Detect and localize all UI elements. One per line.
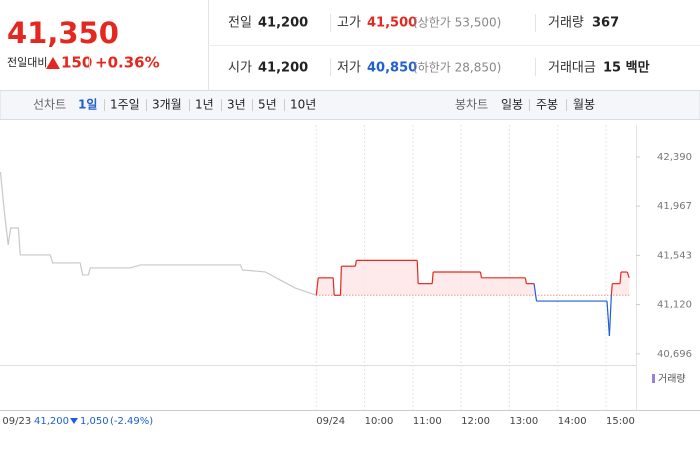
x-tick-label: 15:00 — [606, 416, 635, 427]
period-tab[interactable]: 10년 — [290, 98, 316, 112]
volume-legend: 거래량 — [658, 373, 686, 385]
price-segment — [416, 260, 419, 284]
price-segment — [608, 295, 612, 336]
tab-group-label: 봉차트 — [455, 98, 488, 112]
prev-change: 1,050 — [80, 416, 109, 427]
x-tick-label: 10:00 — [365, 416, 394, 427]
price-segment — [610, 283, 613, 296]
stat-value: 15 백만 — [603, 60, 650, 76]
price-line — [0, 171, 316, 296]
price: 41,350 — [7, 16, 119, 50]
stat-value: 41,500 — [367, 16, 417, 31]
stat-value: 41,200 — [258, 16, 308, 31]
price-segment — [524, 277, 527, 284]
change: 150 — [61, 54, 92, 72]
stat-value: 40,850 — [367, 61, 417, 76]
change-caption: 전일대비 — [7, 55, 47, 69]
y-tick-label: 40,696 — [657, 349, 692, 360]
x-tick-label: 14:00 — [558, 416, 587, 427]
change-rate: +0.36% — [95, 54, 160, 72]
price-segment — [315, 277, 319, 296]
y-tick-label: 41,543 — [657, 250, 692, 261]
prev-rate: (-2.49%) — [110, 416, 153, 427]
x-tick-label: 13:00 — [509, 416, 538, 427]
candle-tab[interactable]: 주봉 — [536, 98, 558, 112]
period-tab[interactable]: 1주일 — [110, 98, 140, 112]
stat-label: 시가 — [228, 61, 252, 76]
y-tick-label: 41,120 — [657, 300, 692, 311]
prev-close: 41,200 — [34, 416, 69, 427]
down-arrow — [70, 418, 78, 424]
period-tab[interactable]: 5년 — [258, 98, 277, 112]
candle-tab[interactable]: 월봉 — [573, 98, 595, 112]
stat-label: 고가 — [337, 16, 361, 31]
stat-label: 거래량 — [548, 16, 584, 31]
period-tab[interactable]: 3개월 — [152, 98, 182, 112]
price-segment — [479, 271, 483, 278]
stat-note: (하한가 28,850) — [413, 61, 501, 75]
price-segment — [619, 271, 622, 284]
x-tick-label: 12:00 — [461, 416, 490, 427]
price-segment — [626, 271, 630, 279]
stat-value: 41,200 — [258, 61, 308, 76]
period-tab[interactable]: 3년 — [227, 98, 246, 112]
up-arrow — [46, 57, 60, 69]
price-area — [316, 260, 630, 296]
stat-value: 367 — [592, 16, 619, 31]
x-tick-label: 11:00 — [413, 416, 442, 427]
y-tick-label: 41,967 — [657, 201, 692, 212]
period-tab[interactable]: 1년 — [195, 98, 214, 112]
stat-note: (상한가 53,500) — [413, 16, 501, 30]
y-tick-label: 42,390 — [657, 152, 692, 163]
period-tab[interactable]: 1일 — [78, 98, 97, 112]
x-tick-label: 09/23 — [2, 416, 31, 427]
price-segment — [606, 301, 611, 336]
price-segment — [332, 277, 335, 296]
x-tick-label: 09/24 — [316, 416, 345, 427]
price-segment — [533, 283, 538, 302]
price-segment — [354, 260, 357, 267]
stat-label: 거래대금 — [548, 61, 596, 76]
tab-bar — [0, 90, 700, 120]
tab-group-label: 선차트 — [33, 98, 66, 112]
stat-label: 전일 — [228, 16, 252, 31]
volume-legend-swatch — [652, 374, 655, 383]
price-segment — [339, 266, 343, 296]
price-segment — [431, 271, 434, 284]
candle-tab[interactable]: 일봉 — [501, 98, 523, 112]
stat-label: 저가 — [337, 61, 361, 76]
